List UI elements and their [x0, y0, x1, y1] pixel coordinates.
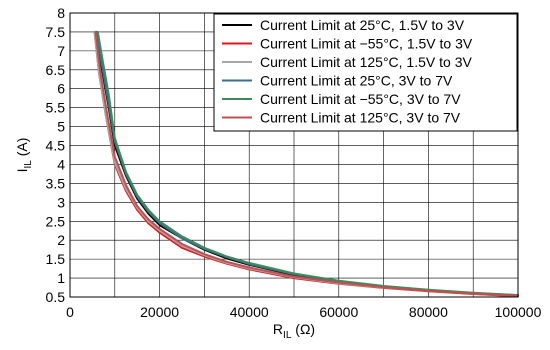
- y-tick-label: 5: [57, 119, 65, 135]
- x-axis-label-main: R: [273, 321, 283, 337]
- x-tick-label: 100000: [495, 304, 542, 320]
- series-line-6: [94, 30, 519, 297]
- y-tick-label: 8: [57, 5, 65, 21]
- x-axis-label: RIL (Ω): [273, 321, 315, 341]
- x-axis-label-unit: (Ω): [291, 321, 315, 337]
- x-axis-label-sub: IL: [283, 330, 292, 341]
- y-tick-label: 1.5: [46, 251, 66, 267]
- y-tick-label: 7: [57, 43, 65, 59]
- legend-label-2: Current Limit at −55°C, 1.5V to 3V: [260, 36, 473, 52]
- y-tick-label: 6: [57, 81, 65, 97]
- x-tick-label: 20000: [140, 304, 179, 320]
- legend-box: [213, 13, 518, 132]
- legend-label-4: Current Limit at 25°C, 3V to 7V: [260, 73, 453, 89]
- x-tick-label: 0: [66, 304, 74, 320]
- x-tick-label: 40000: [230, 304, 269, 320]
- x-tick-label: 60000: [319, 304, 358, 320]
- y-axis-label: IIL (A): [14, 138, 34, 173]
- plot-frame: [69, 12, 519, 298]
- y-tick-label: 5.5: [46, 100, 66, 116]
- legend-label-1: Current Limit at 25°C, 1.5V to 3V: [260, 17, 465, 33]
- y-tick-label: 4.5: [46, 138, 66, 154]
- y-axis-label-sub: IL: [23, 160, 34, 169]
- x-tick-label: 80000: [409, 304, 448, 320]
- y-tick-label: 4: [57, 156, 65, 172]
- y-axis-label-unit: (A): [14, 138, 30, 161]
- legend-label-6: Current Limit at 125°C, 3V to 7V: [260, 110, 461, 126]
- y-tick-label: 0.5: [46, 289, 66, 305]
- x-tick-labels: 0 20000 40000 60000 80000 100000: [66, 304, 541, 320]
- y-tick-label: 2: [57, 232, 65, 248]
- legend: Current Limit at 25°C, 1.5V to 3V Current…: [213, 13, 518, 132]
- legend-label-5: Current Limit at −55°C, 3V to 7V: [260, 91, 461, 107]
- y-tick-label: 3: [57, 194, 65, 210]
- legend-label-3: Current Limit at 125°C, 1.5V to 3V: [260, 54, 472, 70]
- y-tick-label: 7.5: [46, 24, 66, 40]
- y-tick-labels: 0.5 1 1.5 2 2.5 3 3.5 4 4.5 5 5.5 6 6.5 7 7.5 8: [46, 5, 66, 305]
- y-tick-label: 3.5: [46, 175, 66, 191]
- y-tick-label: 2.5: [46, 213, 66, 229]
- series-line-5: [96, 30, 519, 297]
- y-tick-label: 6.5: [46, 62, 66, 78]
- y-tick-label: 1: [57, 270, 65, 286]
- y-axis-label-main: I: [14, 169, 30, 173]
- series-lines: [93, 30, 519, 298]
